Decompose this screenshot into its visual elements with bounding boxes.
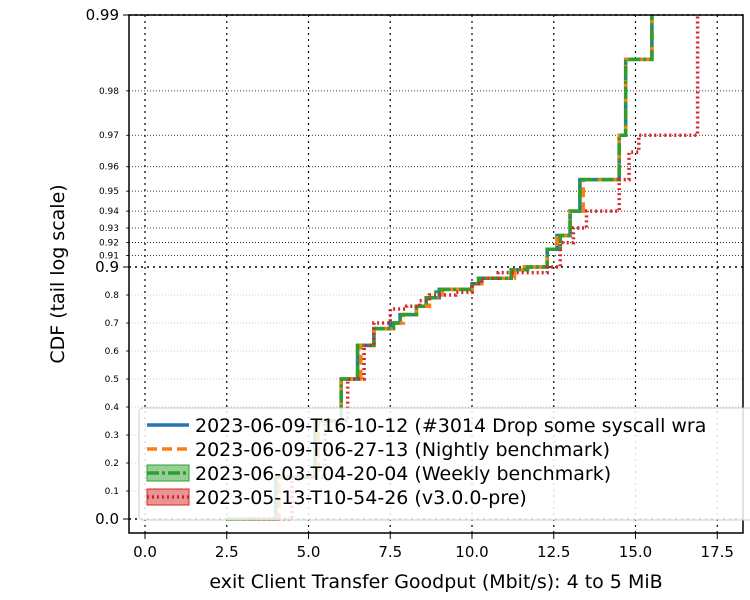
x-axis-title: exit Client Transfer Goodput (Mbit/s): 4… bbox=[209, 571, 662, 593]
y-minor-tick-label: 0.7 bbox=[105, 319, 119, 329]
x-tick-label: 17.5 bbox=[701, 543, 734, 561]
y-axis-title: CDF (tail log scale) bbox=[47, 184, 69, 363]
y-minor-tick-label: 0.8 bbox=[105, 291, 120, 301]
x-tick-label: 12.5 bbox=[537, 543, 570, 561]
legend: 2023-06-09-T16-10-12 (#3014 Drop some sy… bbox=[138, 407, 750, 521]
plot-frame bbox=[128, 14, 744, 534]
y-minor-tick-label: 0.5 bbox=[105, 375, 119, 385]
x-tick-label: 5.0 bbox=[297, 543, 321, 561]
x-tick-label: 2.5 bbox=[215, 543, 239, 561]
x-tick-label: 10.0 bbox=[455, 543, 488, 561]
y-minor-tick-label: 0.3 bbox=[105, 431, 119, 441]
series-line-2 bbox=[230, 15, 654, 521]
x-tick-label: 0.0 bbox=[133, 543, 157, 561]
legend-label: 2023-06-03-T04-20-04 (Weekly benchmark) bbox=[195, 463, 611, 485]
y-minor-tick-label: 0.98 bbox=[99, 87, 119, 97]
y-major-tick-label: 0.9 bbox=[95, 258, 119, 276]
legend-label: 2023-06-09-T16-10-12 (#3014 Drop some sy… bbox=[195, 415, 706, 437]
x-tick-label: 7.5 bbox=[378, 543, 402, 561]
legend-box bbox=[138, 407, 750, 521]
series-lines bbox=[226, 15, 700, 521]
y-minor-tick-label: 0.95 bbox=[99, 187, 119, 197]
y-major-tick-label: 0.99 bbox=[86, 6, 119, 24]
y-minor-tick-label: 0.96 bbox=[99, 163, 119, 173]
y-minor-tick-label: 0.94 bbox=[99, 207, 119, 217]
legend-label: 2023-05-13-T10-54-26 (v3.0.0-pre) bbox=[195, 487, 527, 509]
grid-lines bbox=[129, 14, 743, 533]
y-minor-tick-label: 0.2 bbox=[105, 459, 119, 469]
y-minor-tick-label: 0.6 bbox=[105, 347, 120, 357]
series-line-3 bbox=[226, 15, 654, 521]
x-tick-label: 15.0 bbox=[619, 543, 652, 561]
y-minor-tick-label: 0.91 bbox=[99, 251, 119, 261]
y-minor-tick-label: 0.93 bbox=[99, 224, 119, 234]
y-minor-tick-label: 0.97 bbox=[99, 131, 119, 141]
y-minor-tick-label: 0.92 bbox=[99, 239, 119, 249]
axis-ticks: 0.0 2.5 5.0 7.5 10.0 12.5 15.0 17.5 0.0 0.9 0.99 0.… bbox=[86, 6, 734, 561]
legend-label: 2023-06-09-T06-27-13 (Nightly benchmark) bbox=[195, 439, 610, 461]
y-minor-tick-label: 0.4 bbox=[105, 403, 120, 413]
y-major-tick-label: 0.0 bbox=[95, 510, 119, 528]
y-minor-tick-label: 0.1 bbox=[105, 487, 119, 497]
